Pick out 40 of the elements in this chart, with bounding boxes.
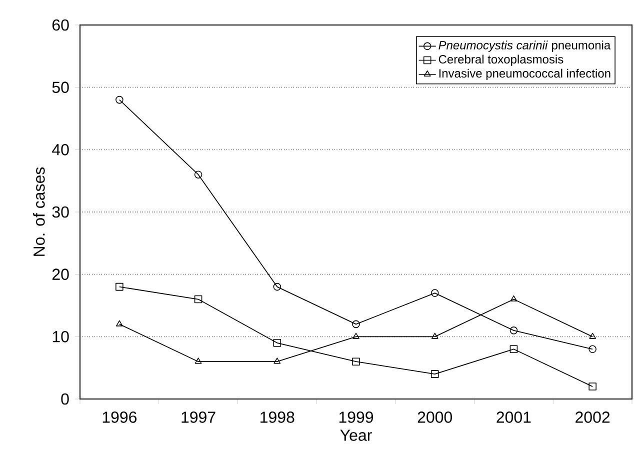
y-axis-title: No. of cases: [33, 167, 45, 256]
x-tick-label: 2002: [576, 412, 610, 423]
x-tick-label: 1996: [102, 412, 137, 423]
point: [588, 382, 596, 390]
point: [194, 358, 202, 364]
legend-label: Cerebral toxoplasmosis: [438, 54, 564, 66]
point: [352, 320, 360, 328]
point: [274, 358, 281, 364]
y-tick-label: 30: [52, 206, 69, 218]
x-tick-label: 1998: [260, 412, 294, 423]
point: [589, 332, 596, 339]
point: [116, 320, 123, 326]
legend-label: Invasive pneumococcal infection: [439, 68, 610, 80]
point: [116, 282, 124, 291]
x-tick-label: 1999: [339, 412, 374, 423]
point: [194, 295, 202, 304]
point: [352, 358, 360, 366]
point: [273, 339, 282, 347]
y-tick-label: 50: [52, 82, 69, 94]
y-tick-label: 0: [61, 393, 69, 405]
point: [588, 345, 596, 354]
y-tick-label: 10: [52, 331, 69, 342]
point: [352, 332, 360, 339]
x-tick-label: 1997: [182, 412, 216, 423]
point: [510, 345, 518, 354]
y-tick-label: 60: [52, 19, 69, 31]
y-tick-label: 40: [52, 144, 69, 156]
point: [116, 96, 124, 104]
x-tick-label: 2001: [496, 412, 531, 423]
point: [430, 289, 439, 297]
point: [194, 170, 202, 179]
x-axis-title: Year: [340, 430, 372, 441]
x-tick-label: 2000: [418, 412, 452, 423]
y-tick-label: 20: [52, 268, 69, 280]
point: [510, 295, 518, 302]
point: [273, 282, 282, 291]
point: [431, 332, 438, 339]
point: [430, 370, 439, 378]
legend-label: Pneumocystis carinii pneumonia: [438, 40, 611, 52]
point: [510, 326, 518, 334]
